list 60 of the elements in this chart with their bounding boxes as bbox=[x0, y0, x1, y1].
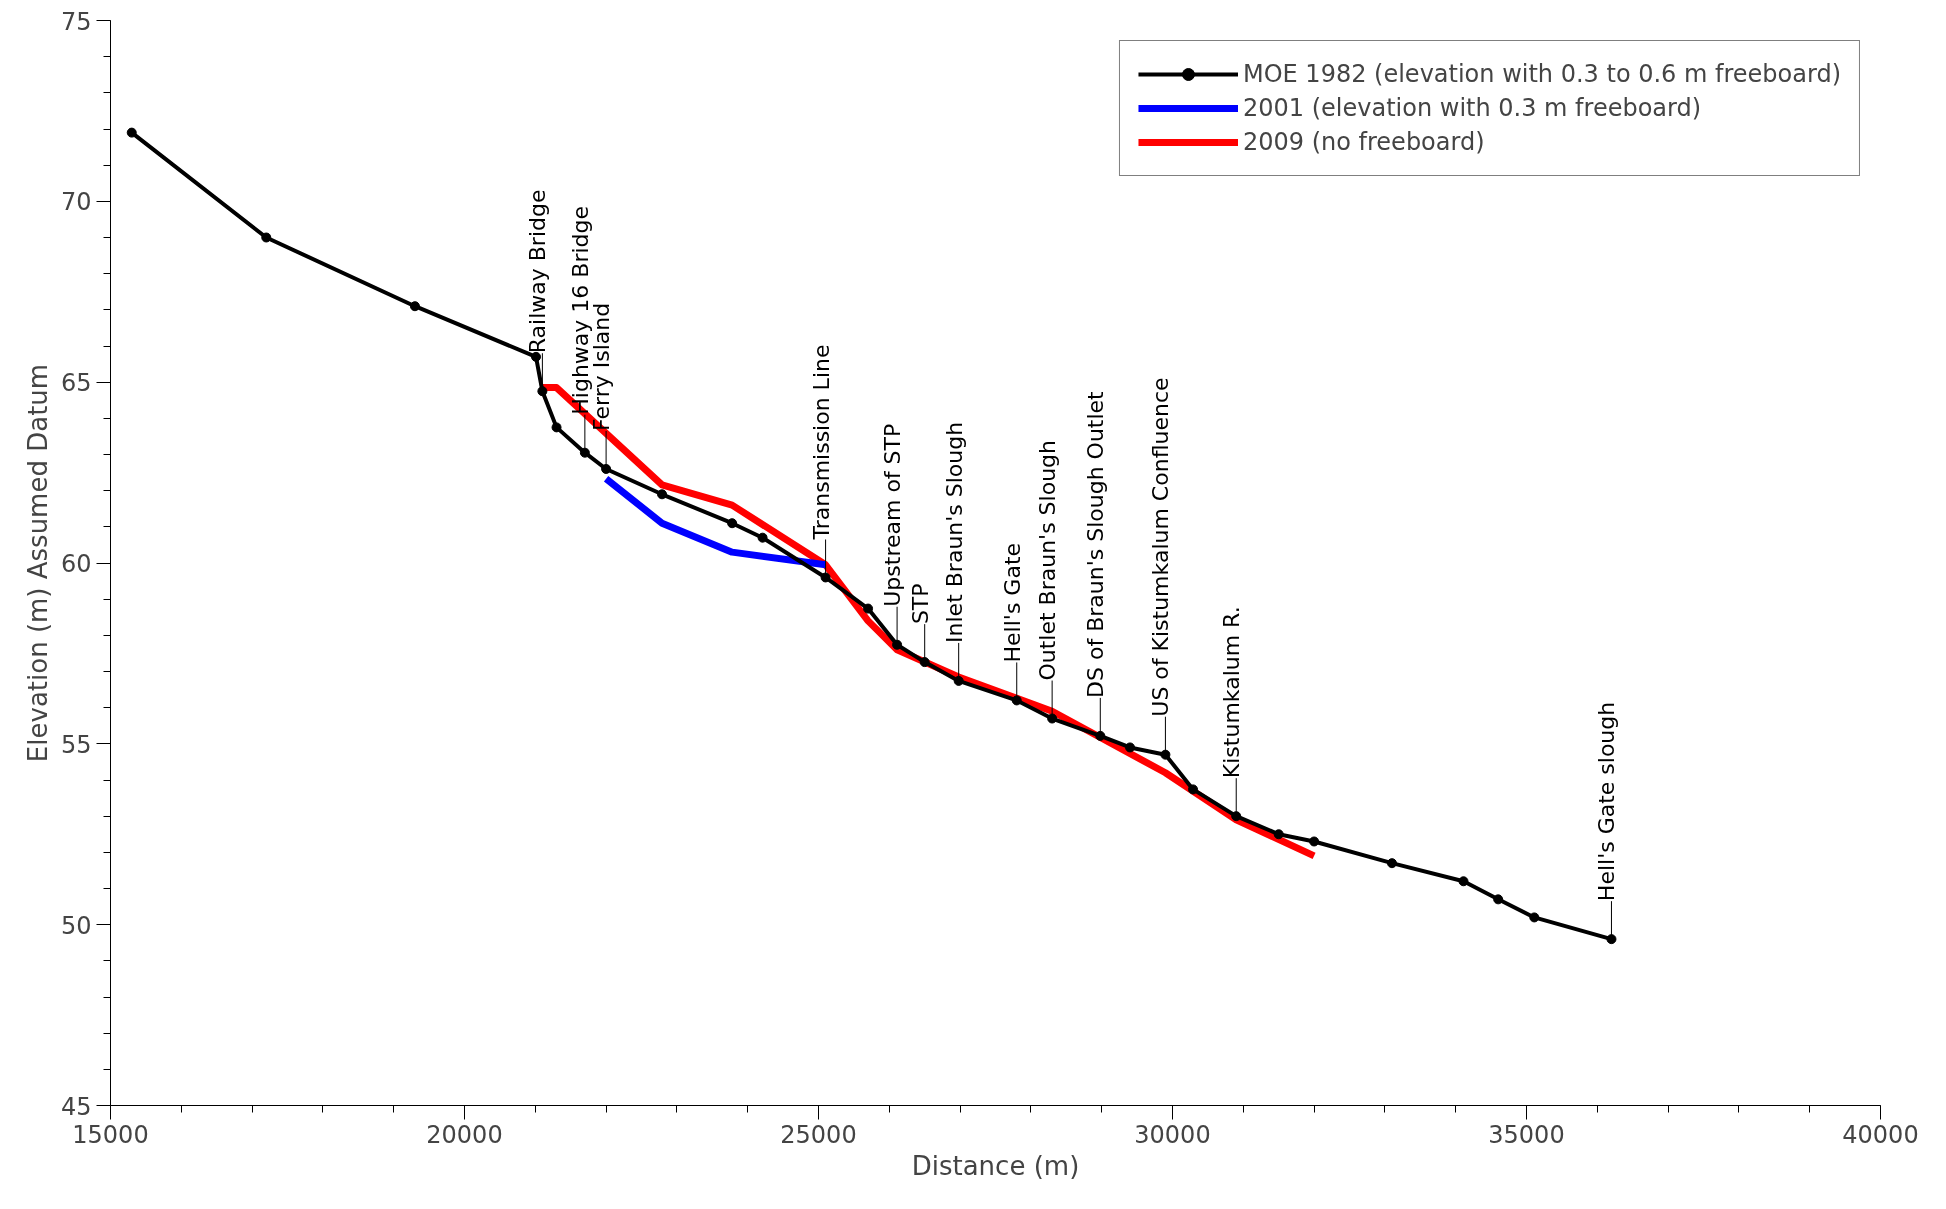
point bbox=[657, 489, 668, 500]
x-tick-label: 20000 bbox=[426, 1120, 503, 1149]
annotation: Inlet Braun's Slough bbox=[941, 421, 967, 643]
y-tick-label: 60 bbox=[60, 550, 92, 578]
x-tick-label: 40000 bbox=[1842, 1120, 1919, 1149]
point bbox=[1160, 749, 1171, 760]
point bbox=[1273, 829, 1284, 840]
annotation: US of Kistumkalum Confluence bbox=[1148, 377, 1174, 717]
y-tick-label: 50 bbox=[60, 911, 92, 940]
annotation: Hell's Gate bbox=[999, 542, 1025, 663]
point bbox=[1493, 894, 1504, 905]
point bbox=[261, 232, 272, 243]
point bbox=[409, 301, 420, 312]
point bbox=[757, 532, 768, 543]
y-tick-label: 75 bbox=[60, 7, 92, 36]
annotation: Kistumkalum R. bbox=[1219, 606, 1245, 779]
point bbox=[1231, 811, 1242, 822]
x-tick-label: 35000 bbox=[1488, 1120, 1565, 1149]
annotation: Outlet Braun's Slough bbox=[1035, 439, 1061, 681]
point bbox=[1047, 713, 1058, 724]
point bbox=[1386, 858, 1397, 869]
point bbox=[537, 386, 548, 397]
y-axis-title: Elevation (m) Assumed Datum bbox=[22, 363, 53, 763]
point bbox=[1606, 934, 1617, 945]
legend-label: MOE 1982 (elevation with 0.3 to 0.6 m freeboard) bbox=[1242, 60, 1841, 88]
y-tick-label: 55 bbox=[60, 730, 92, 759]
point bbox=[531, 351, 542, 362]
point bbox=[727, 518, 738, 529]
point bbox=[892, 639, 903, 650]
point bbox=[953, 675, 964, 686]
point bbox=[820, 572, 831, 583]
y-tick-label: 70 bbox=[60, 188, 92, 217]
point bbox=[1095, 730, 1106, 741]
point bbox=[551, 422, 562, 433]
point bbox=[1458, 876, 1469, 887]
point bbox=[601, 463, 612, 474]
point bbox=[579, 447, 590, 458]
x-tick-label: 30000 bbox=[1134, 1120, 1211, 1149]
point bbox=[919, 657, 930, 668]
point bbox=[1011, 695, 1022, 706]
legend-label: 2001 (elevation with 0.3 m freeboard) bbox=[1242, 94, 1702, 122]
annotation: DS of Braun's Slough Outlet bbox=[1083, 390, 1109, 698]
annotation: Upstream of STP bbox=[880, 423, 906, 607]
point bbox=[1529, 912, 1540, 923]
x-axis-title: Distance (m) bbox=[911, 1150, 1080, 1181]
point bbox=[1188, 784, 1199, 795]
point bbox=[1309, 836, 1320, 847]
legend-label: 2009 (no freeboard) bbox=[1242, 128, 1485, 156]
annotation: Hell's Gate slough bbox=[1594, 701, 1620, 902]
point bbox=[126, 127, 137, 138]
annotation: Railway Bridge bbox=[525, 189, 551, 354]
annotation: Transmission Line bbox=[808, 344, 834, 541]
y-tick-label: 65 bbox=[60, 369, 92, 398]
annotation: STP bbox=[907, 583, 933, 625]
x-tick-label: 15000 bbox=[72, 1120, 149, 1149]
point bbox=[863, 603, 874, 614]
point bbox=[1125, 742, 1136, 753]
annotation: Highway 16 Bridge bbox=[567, 205, 593, 415]
x-tick-label: 25000 bbox=[780, 1120, 857, 1149]
y-tick-label: 45 bbox=[60, 1092, 92, 1121]
